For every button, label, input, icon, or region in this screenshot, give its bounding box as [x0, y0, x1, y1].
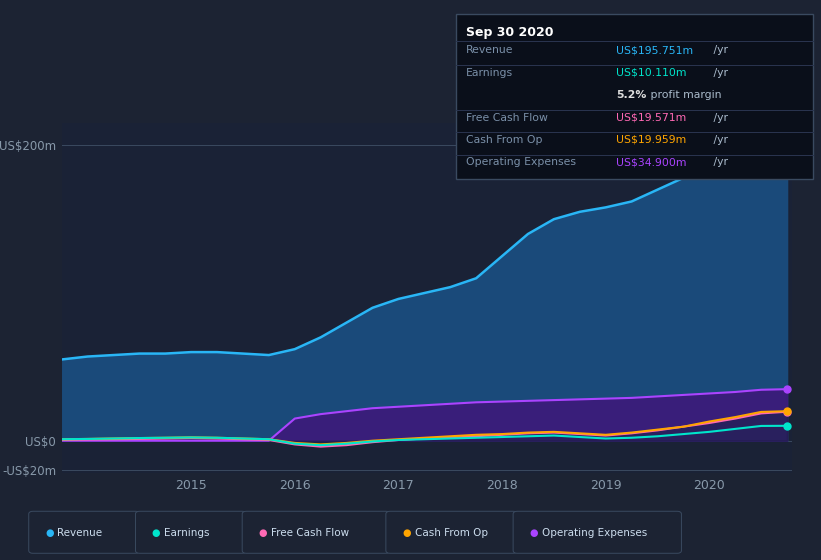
Text: Earnings: Earnings [164, 528, 209, 538]
Text: US$34.900m: US$34.900m [616, 157, 686, 167]
Text: /yr: /yr [710, 157, 728, 167]
Text: Revenue: Revenue [57, 528, 103, 538]
Text: /yr: /yr [710, 113, 728, 123]
Text: Revenue: Revenue [466, 45, 513, 55]
Text: Sep 30 2020: Sep 30 2020 [466, 26, 553, 39]
Text: profit margin: profit margin [647, 90, 722, 100]
Text: Cash From Op: Cash From Op [466, 135, 542, 145]
Text: Operating Expenses: Operating Expenses [542, 528, 647, 538]
Text: /yr: /yr [710, 68, 728, 78]
Text: US$19.571m: US$19.571m [616, 113, 686, 123]
Text: US$195.751m: US$195.751m [616, 45, 693, 55]
Text: Free Cash Flow: Free Cash Flow [466, 113, 548, 123]
Text: ●: ● [152, 528, 160, 538]
Text: Free Cash Flow: Free Cash Flow [271, 528, 349, 538]
Text: ●: ● [530, 528, 538, 538]
Text: ●: ● [402, 528, 410, 538]
Text: ●: ● [259, 528, 267, 538]
Text: US$19.959m: US$19.959m [616, 135, 686, 145]
Text: /yr: /yr [710, 45, 728, 55]
Text: Cash From Op: Cash From Op [415, 528, 488, 538]
Text: US$10.110m: US$10.110m [616, 68, 686, 78]
Text: ●: ● [45, 528, 53, 538]
Text: 5.2%: 5.2% [616, 90, 646, 100]
Text: Earnings: Earnings [466, 68, 512, 78]
Text: Operating Expenses: Operating Expenses [466, 157, 576, 167]
Text: /yr: /yr [710, 135, 728, 145]
